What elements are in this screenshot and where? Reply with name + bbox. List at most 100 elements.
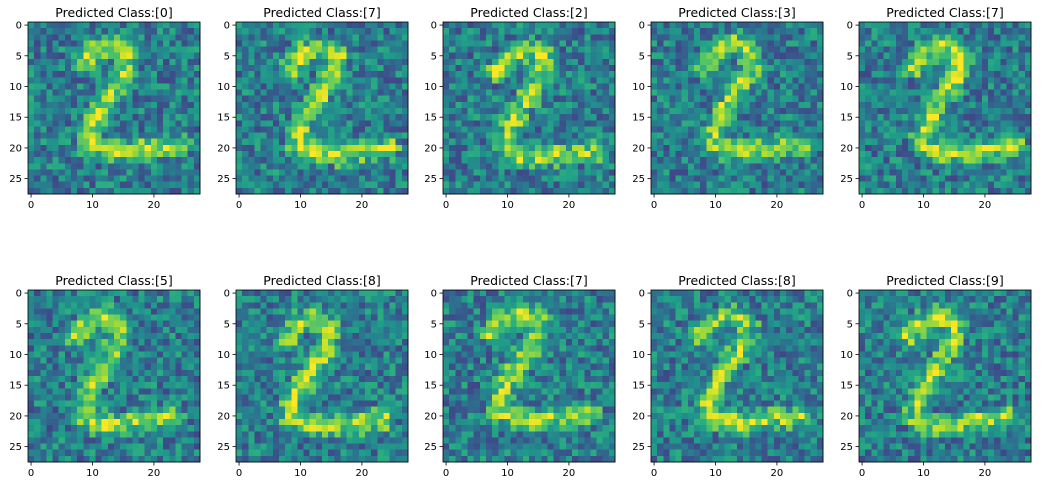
heatmap-cell <box>303 181 311 189</box>
heatmap-cell <box>40 449 47 457</box>
heatmap-cell <box>77 83 84 90</box>
heatmap-cell <box>461 138 468 146</box>
heatmap-cell <box>859 95 866 103</box>
heatmap-cell <box>266 302 274 309</box>
heatmap-cell <box>737 157 744 164</box>
heatmap-cell <box>52 376 60 383</box>
heatmap-cell <box>963 58 970 66</box>
heatmap-cell <box>71 34 78 41</box>
heatmap-cell <box>565 34 573 41</box>
heatmap-cell <box>743 181 750 189</box>
heatmap-cell <box>395 181 403 189</box>
heatmap-cell <box>938 181 946 189</box>
heatmap-cell <box>675 71 683 78</box>
heatmap-cell <box>58 52 66 60</box>
heatmap-cell <box>272 83 280 90</box>
heatmap-cell <box>389 181 397 189</box>
heatmap-cell <box>150 296 158 303</box>
heatmap-cell <box>358 28 366 35</box>
heatmap-cell <box>120 22 127 29</box>
heatmap-cell <box>40 46 47 54</box>
heatmap-cell <box>285 83 292 90</box>
heatmap-cell <box>126 89 133 97</box>
heatmap-cell <box>486 175 493 183</box>
heatmap-cell <box>163 443 170 451</box>
heatmap-cell <box>455 151 462 158</box>
heatmap-cell <box>602 95 610 103</box>
heatmap-cell <box>157 412 164 420</box>
heatmap-cell <box>1024 40 1032 47</box>
heatmap-cell <box>114 126 121 133</box>
heatmap-cell <box>804 28 812 35</box>
heatmap-cell <box>169 296 176 303</box>
heatmap-cell <box>236 314 243 322</box>
heatmap-cell <box>578 65 585 72</box>
heatmap-cell <box>1018 65 1026 72</box>
heatmap-cell <box>46 163 53 170</box>
heatmap-cell <box>510 22 518 29</box>
heatmap-cell <box>272 169 280 176</box>
heatmap-cell <box>107 455 115 463</box>
heatmap-cell <box>449 28 456 35</box>
heatmap-cell <box>455 28 462 35</box>
heatmap-cell <box>694 138 701 146</box>
heatmap-cell <box>1018 175 1026 183</box>
heatmap-cell <box>193 308 201 315</box>
heatmap-cell <box>1018 138 1026 146</box>
heatmap-cell <box>175 34 182 41</box>
heatmap-cell <box>522 138 530 146</box>
heatmap-cell <box>175 345 182 352</box>
heatmap-cell <box>46 419 53 426</box>
heatmap-cell <box>346 28 354 35</box>
heatmap-cell <box>706 120 713 127</box>
heatmap-cell <box>657 83 664 90</box>
heatmap-cell <box>510 169 518 176</box>
heatmap-cell <box>504 132 511 140</box>
heatmap-cell <box>34 83 41 90</box>
heatmap-cell <box>101 34 109 41</box>
heatmap-cell <box>590 181 597 189</box>
heatmap-cell <box>175 181 182 189</box>
heatmap-cell <box>236 83 243 90</box>
heatmap-cell <box>920 101 927 109</box>
heatmap-cell <box>101 302 109 309</box>
heatmap-cell <box>285 308 292 315</box>
heatmap-cell <box>761 28 769 35</box>
heatmap-cell <box>657 187 664 195</box>
heatmap-cell <box>52 163 60 170</box>
heatmap-cell <box>132 83 139 90</box>
heatmap-cell <box>994 126 1001 133</box>
heatmap-cell <box>272 163 280 170</box>
heatmap-cell <box>272 114 280 121</box>
heatmap-cell <box>291 308 298 315</box>
heatmap-cell <box>28 163 35 170</box>
heatmap-cell <box>328 114 335 121</box>
heatmap-cell <box>175 22 182 29</box>
heatmap-cell <box>340 187 347 195</box>
heatmap-cell <box>169 345 176 352</box>
heatmap-cell <box>83 363 90 371</box>
heatmap-cell <box>510 95 518 103</box>
heatmap-cell <box>1024 95 1032 103</box>
heatmap-cell <box>181 376 189 383</box>
heatmap-cell <box>322 138 329 146</box>
heatmap-cell <box>401 34 409 41</box>
heatmap-cell <box>157 163 164 170</box>
heatmap-cell <box>169 187 176 195</box>
heatmap-cell <box>297 114 304 121</box>
heatmap-cell <box>706 114 713 121</box>
heatmap-cell <box>95 455 103 463</box>
heatmap-cell <box>150 394 158 401</box>
heatmap-cell <box>120 101 127 109</box>
heatmap-cell <box>157 157 164 164</box>
heatmap-cell <box>522 52 530 60</box>
heatmap-cell <box>71 443 78 451</box>
heatmap-cell <box>1012 187 1020 195</box>
heatmap-cell <box>988 101 995 109</box>
heatmap-cell <box>95 437 103 444</box>
heatmap-cell <box>559 58 567 66</box>
heatmap-cell <box>584 95 591 103</box>
heatmap-cell <box>401 290 409 297</box>
heatmap-cell <box>938 108 946 115</box>
heatmap-cell <box>157 419 164 426</box>
